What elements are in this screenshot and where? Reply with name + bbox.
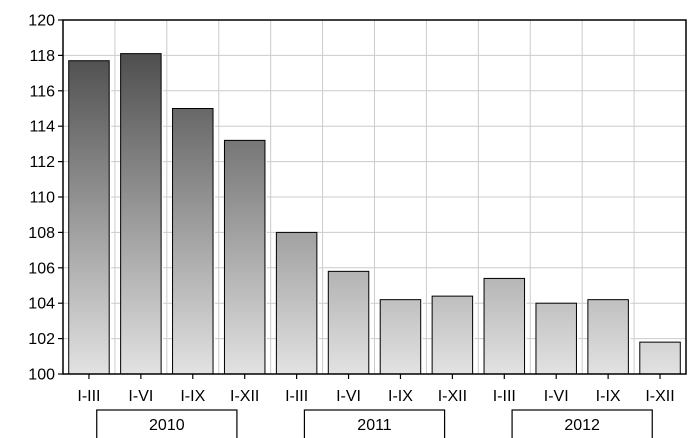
x-tick-label: I-IX [596, 388, 621, 405]
x-tick-label: I-III [77, 388, 100, 405]
year-groups: 2010 2011 2012 [96, 409, 653, 438]
x-tick-label: I-VI [128, 388, 153, 405]
year-group-label: 2012 [564, 417, 600, 434]
year-group-label: 2010 [149, 417, 185, 434]
x-tick-label: I-IX [180, 388, 205, 405]
x-tick-label: I-III [285, 388, 308, 405]
bar [431, 295, 474, 375]
bar [68, 60, 110, 375]
y-tick-label: 110 [29, 190, 55, 207]
bar [172, 108, 214, 375]
y-tick-label: 106 [28, 260, 55, 277]
y-tick-label: 118 [29, 48, 55, 65]
bar [120, 53, 162, 375]
x-tick-label: I-IX [388, 388, 413, 405]
bars [68, 53, 683, 375]
y-tick-label: 114 [29, 119, 55, 136]
bar [379, 299, 422, 375]
year-group-box [96, 409, 238, 438]
bar [483, 277, 526, 375]
y-tick-label: 116 [29, 83, 55, 100]
x-tick-label: I-III [493, 388, 516, 405]
year-group-box [303, 409, 446, 438]
bar [275, 231, 318, 375]
y-axis: 100 102 104 106 108 110 112 114 116 118 120 [28, 13, 63, 384]
year-group-label: 2011 [357, 417, 392, 434]
y-tick-label: 102 [28, 331, 55, 348]
y-tick-label: 112 [29, 154, 55, 171]
bar [223, 139, 266, 375]
y-tick-label: 100 [28, 367, 55, 384]
x-tick-label: I-XII [438, 388, 467, 405]
x-tick-label: I-XII [230, 388, 259, 405]
x-axis: I-III I-VI I-IX I-XII I-III I-VI I-IX I-XII I-II… [77, 374, 675, 405]
y-tick-label: 108 [28, 225, 55, 242]
y-tick-label: 104 [28, 296, 55, 313]
bar [535, 302, 577, 375]
y-tick-label: 120 [28, 13, 55, 30]
x-tick-label: I-VI [544, 388, 569, 405]
x-tick-label: I-VI [336, 388, 361, 405]
bar [327, 270, 370, 375]
x-tick-label: I-XII [645, 388, 674, 405]
bar [639, 341, 681, 375]
bar [587, 299, 629, 375]
year-group-box [511, 409, 653, 438]
